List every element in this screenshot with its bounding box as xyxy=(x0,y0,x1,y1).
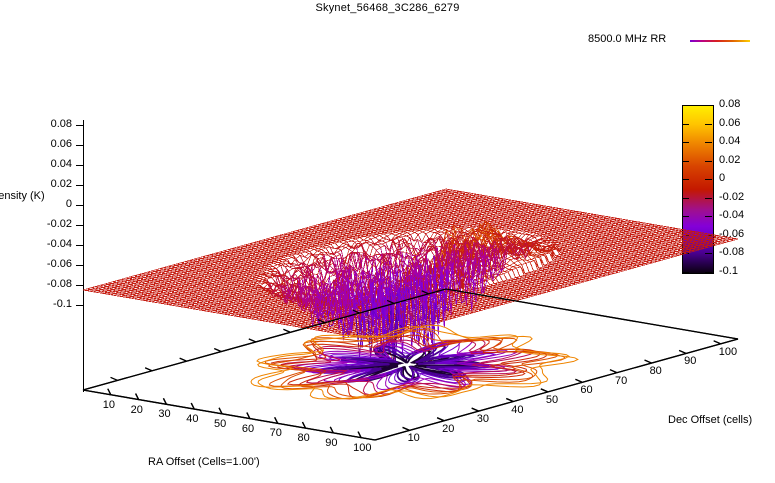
z-axis-tick-label: -0.08 xyxy=(46,278,72,290)
colorbar-tick-label: -0.02 xyxy=(719,190,745,203)
y-axis-tick-label: 80 xyxy=(649,365,662,378)
colorbar-tick-label: 0 xyxy=(719,172,726,185)
colorbar-tick xyxy=(705,179,712,181)
colorbar-tick xyxy=(682,160,689,162)
colorbar-tick xyxy=(705,123,712,125)
z-axis-tick-label: -0.1 xyxy=(53,298,72,310)
colorbar-tick xyxy=(705,160,712,162)
z-axis-tick xyxy=(76,265,84,266)
colorbar-tick xyxy=(682,179,689,181)
colorbar-tick xyxy=(682,197,689,199)
page-title: Skynet_56468_3C286_6279 xyxy=(315,2,460,14)
z-axis-label: Intensity (K) xyxy=(0,190,45,202)
z-axis-tick-label: -0.04 xyxy=(46,238,72,250)
y-axis-tick-label: 20 xyxy=(442,422,455,435)
y-axis-tick-label: 70 xyxy=(615,374,628,387)
y-axis-tick-label: 90 xyxy=(684,355,697,368)
colorbar-tick xyxy=(682,216,689,218)
z-axis-tick xyxy=(76,145,84,146)
colorbar-tick-label: 0.08 xyxy=(719,98,741,110)
x-axis-label: RA Offset (Cells=1.00') xyxy=(148,456,260,468)
colorbar-tick-label: -0.04 xyxy=(719,209,745,222)
colorbar-tick-label: 0.02 xyxy=(719,153,741,166)
z-axis-tick xyxy=(76,125,84,126)
z-axis-tick xyxy=(76,225,84,226)
colorbar-tick-label: 0.06 xyxy=(719,116,741,129)
x-axis-tick-label: 50 xyxy=(214,417,227,430)
z-axis-tick-label: 0.04 xyxy=(50,158,72,170)
z-axis-tick-label: -0.06 xyxy=(46,258,72,270)
colorbar-tick xyxy=(705,234,712,236)
y-axis-label: Dec Offset (cells) xyxy=(668,414,753,426)
colorbar-tick xyxy=(705,142,712,144)
x-axis-tick-label: 70 xyxy=(269,427,282,440)
z-axis-tick-label: -0.02 xyxy=(46,218,72,230)
z-axis-tick-label: 0.06 xyxy=(50,138,72,150)
colorbar-tick xyxy=(705,216,712,218)
z-axis-tick xyxy=(76,245,84,246)
colorbar-tick xyxy=(705,253,712,255)
z-axis-tick-label: 0 xyxy=(65,198,72,210)
z-axis-tick xyxy=(76,205,84,206)
z-axis-tick-label: 0.08 xyxy=(50,118,72,130)
z-axis-tick xyxy=(76,305,84,306)
y-axis-tick-label: 10 xyxy=(407,432,420,445)
colorbar-tick xyxy=(705,272,712,273)
surface-mesh xyxy=(82,188,739,366)
z-axis-tick xyxy=(76,285,84,286)
y-axis-tick-label: 40 xyxy=(511,403,524,416)
x-axis-tick-label: 20 xyxy=(130,403,143,416)
y-axis-tick-label: 30 xyxy=(476,413,489,426)
x-axis-tick-label: 60 xyxy=(241,422,255,435)
x-axis-tick-label: 10 xyxy=(102,398,116,411)
colorbar-tick xyxy=(705,197,712,199)
x-axis-tick-label: 40 xyxy=(186,413,199,426)
y-axis-tick-label: 100 xyxy=(718,345,738,358)
z-axis-line xyxy=(83,120,84,392)
colorbar-tick-label: -0.1 xyxy=(719,265,738,277)
x-axis-tick-label: 30 xyxy=(158,408,171,421)
colorbar-tick-label: 0.04 xyxy=(719,135,741,148)
base-axes-overlay xyxy=(82,288,739,441)
z-axis-tick xyxy=(76,165,84,166)
legend-label: 8500.0 MHz RR xyxy=(588,33,667,45)
colorbar-tick xyxy=(682,142,689,144)
z-axis-tick xyxy=(76,185,84,186)
colorbar-tick xyxy=(682,272,689,273)
z-axis-tick-label: 0.02 xyxy=(50,178,72,190)
colorbar-tick-label: -0.08 xyxy=(719,246,745,259)
x-axis-tick-label: 100 xyxy=(353,441,372,454)
y-axis-tick-label: 60 xyxy=(580,384,593,397)
base-contours xyxy=(250,324,579,400)
legend-gradient-line-sample xyxy=(690,40,750,42)
colorbar-tick xyxy=(682,123,689,125)
x-axis-tick-label: 80 xyxy=(297,432,310,445)
y-axis-tick-label: 50 xyxy=(545,393,559,406)
x-axis-tick-label: 90 xyxy=(325,436,338,449)
